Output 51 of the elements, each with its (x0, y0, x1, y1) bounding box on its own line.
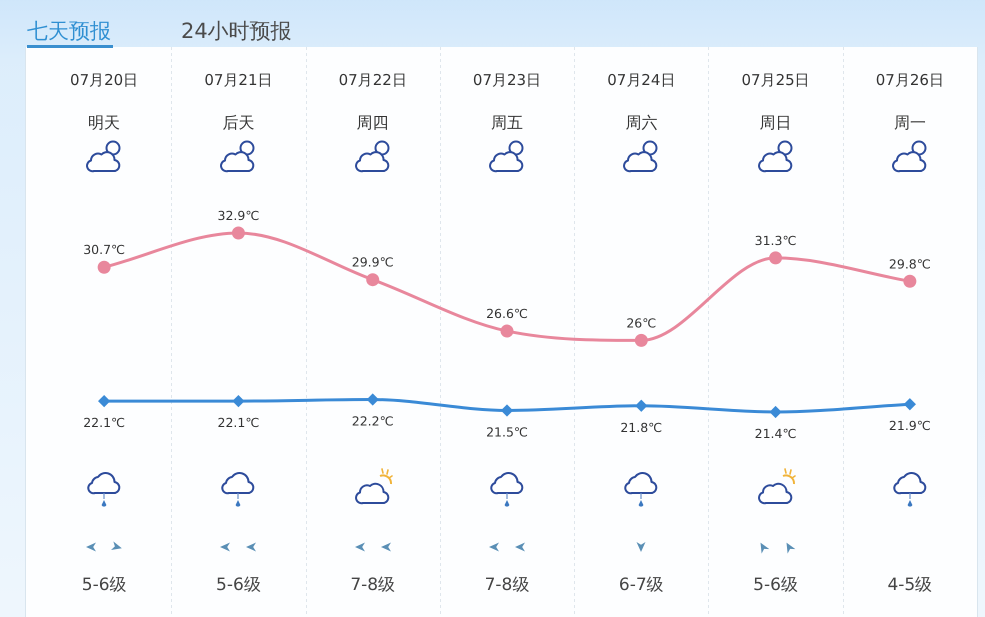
x-tick-label: 07月20日 (70, 71, 138, 89)
data-label: 22.1℃ (217, 415, 260, 430)
point (232, 396, 244, 407)
data-label: 21.5℃ (486, 424, 528, 440)
point (232, 226, 245, 240)
point (770, 406, 782, 418)
data-label: 21.4℃ (754, 426, 797, 441)
point (500, 324, 514, 338)
text: 5-6级 (82, 575, 127, 595)
x-tick-label: 07月26日 (876, 71, 944, 89)
point (904, 398, 916, 410)
x-tick-label: 07月22日 (338, 71, 407, 89)
x-tick-label: 07月21日 (204, 71, 273, 89)
x-tick-label: 07月24日 (607, 71, 676, 89)
data-label: 31.3℃ (754, 232, 797, 248)
text: 4-5级 (887, 575, 932, 595)
data-label: 22.2℃ (352, 414, 394, 429)
text: 5-6级 (753, 575, 798, 595)
x-tick-label: 07月25日 (741, 71, 810, 89)
data-label: 29.9℃ (352, 254, 394, 270)
text: 周五 (491, 113, 523, 132)
data-label: 29.8℃ (888, 256, 931, 272)
point (903, 274, 916, 288)
point (366, 273, 380, 286)
text: 7-8级 (484, 575, 530, 595)
x-tick-label: 07月23日 (472, 71, 542, 89)
data-label: 32.9℃ (217, 208, 260, 223)
point (98, 260, 111, 274)
data-label: 22.1℃ (83, 415, 126, 430)
point (634, 334, 648, 347)
text: 七天预报 (27, 19, 111, 43)
data-label: 26.6℃ (486, 306, 528, 322)
point (502, 404, 512, 416)
point (367, 394, 378, 406)
data-label: 30.7℃ (83, 242, 126, 258)
text: 周四 (356, 113, 389, 132)
point (98, 396, 110, 407)
text: 后天 (222, 113, 254, 132)
point (769, 251, 782, 264)
text: 明天 (88, 113, 120, 132)
text: 周六 (625, 113, 658, 132)
text: 6-7级 (618, 575, 664, 595)
text: 24小时预报 (181, 19, 292, 43)
data-label: 21.8℃ (620, 420, 662, 435)
data-label: 26℃ (626, 315, 656, 330)
text: 周一 (894, 113, 926, 132)
text: 周日 (760, 113, 792, 132)
text: 7-8级 (350, 575, 396, 595)
text: 5-6级 (216, 575, 261, 595)
data-label: 21.9℃ (888, 418, 931, 434)
point (636, 400, 647, 412)
